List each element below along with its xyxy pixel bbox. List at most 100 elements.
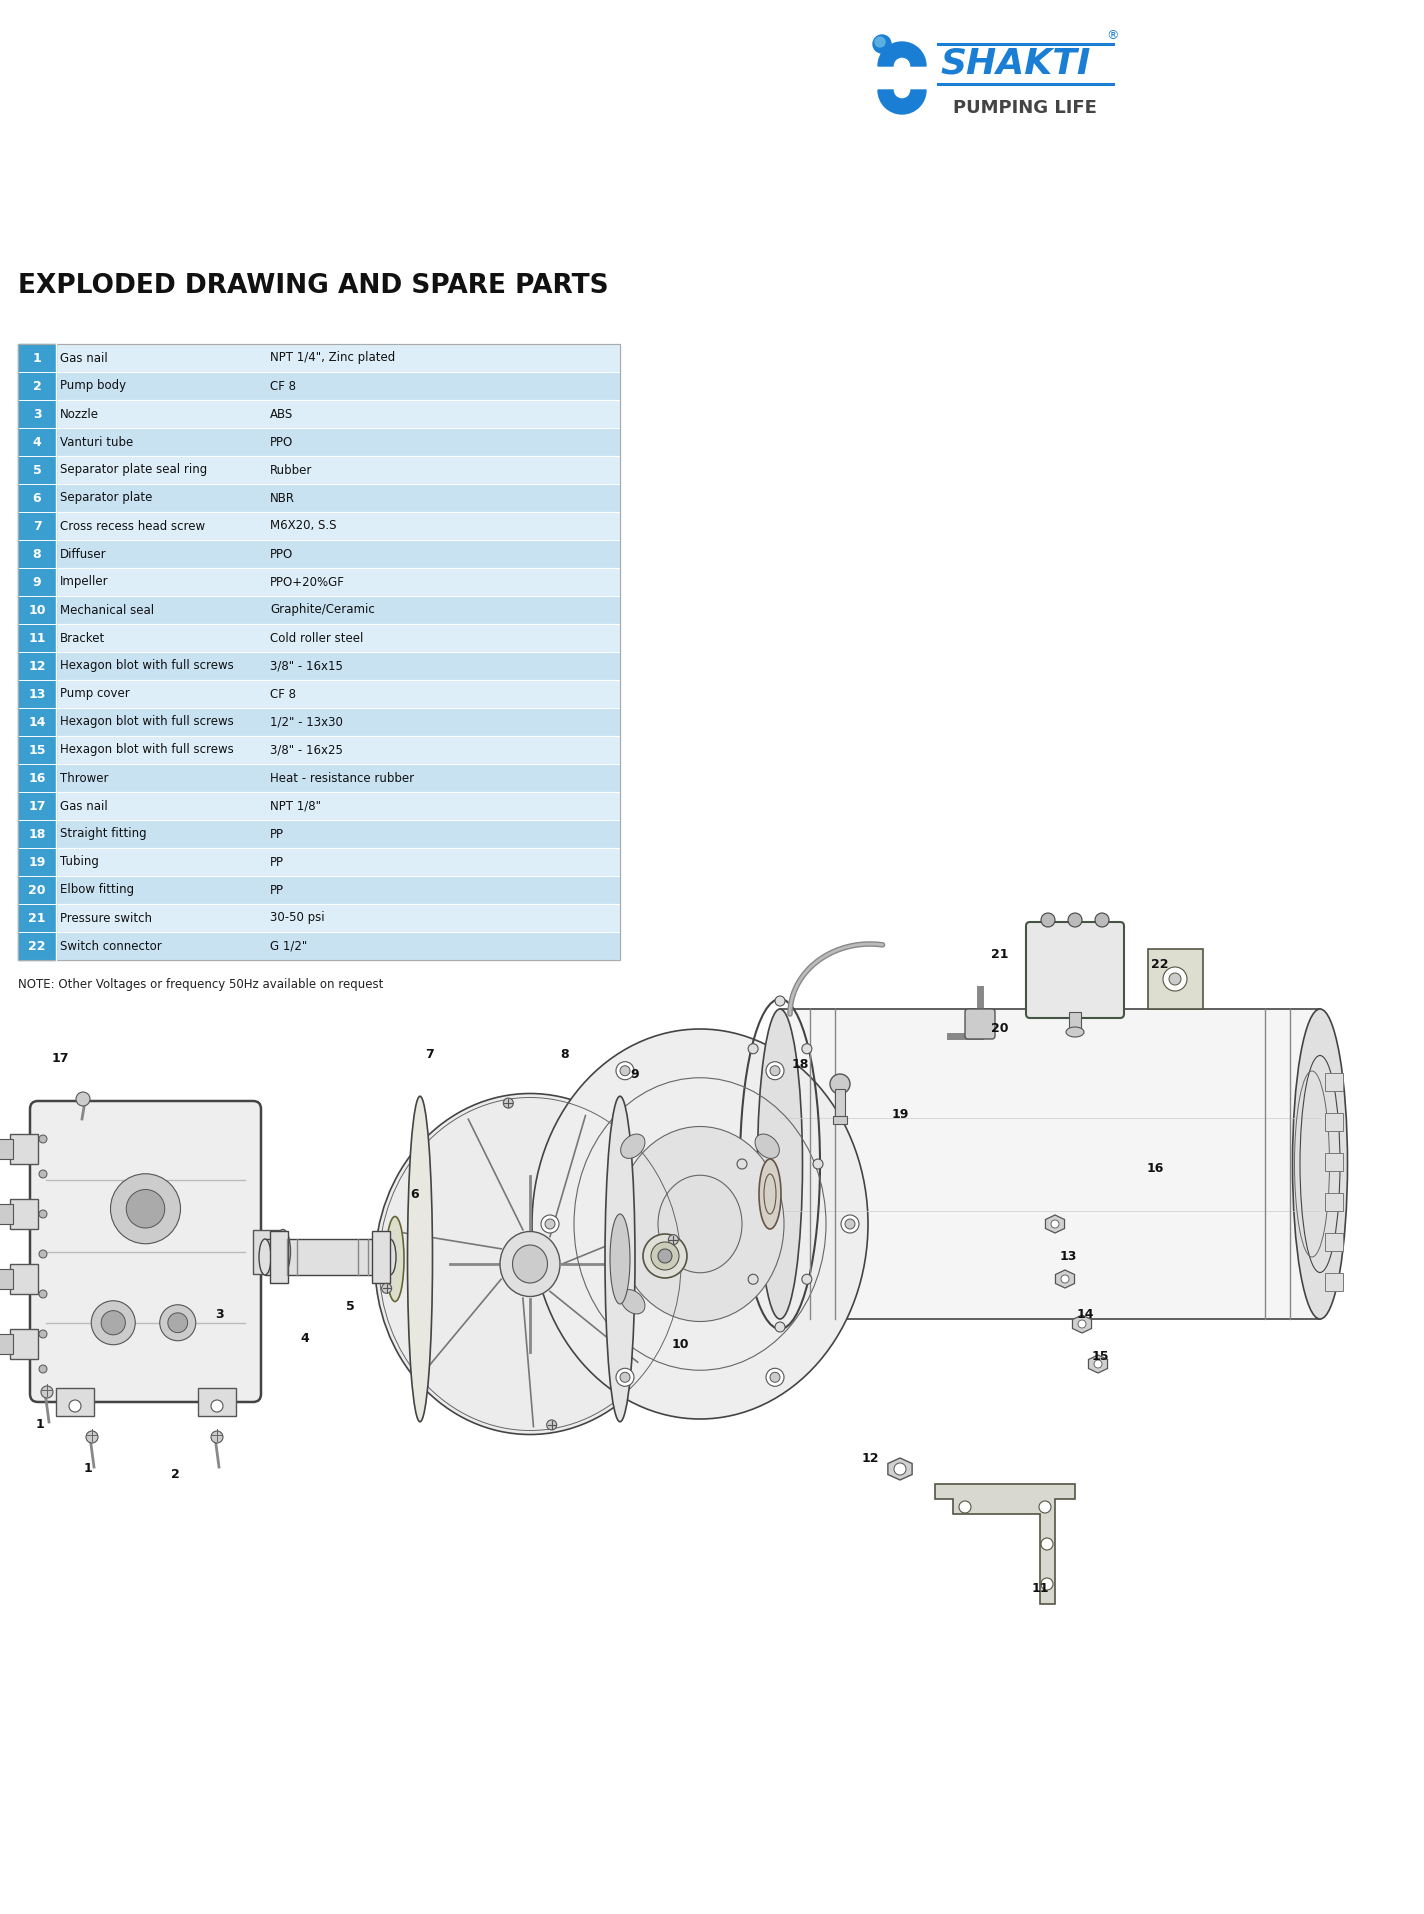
Text: PPO+20%GF: PPO+20%GF bbox=[271, 576, 345, 588]
Text: Separator plate seal ring: Separator plate seal ring bbox=[60, 463, 208, 477]
Text: Gas nail: Gas nail bbox=[60, 800, 108, 813]
Bar bbox=[1148, 949, 1203, 1009]
Text: 7: 7 bbox=[426, 1047, 434, 1060]
Ellipse shape bbox=[1067, 1028, 1084, 1037]
Text: NPT 1/4", Zinc plated: NPT 1/4", Zinc plated bbox=[271, 352, 396, 364]
Bar bbox=[834, 1089, 844, 1120]
Bar bbox=[19, 848, 56, 877]
Ellipse shape bbox=[259, 1238, 271, 1275]
Bar bbox=[0, 1269, 13, 1288]
Bar bbox=[56, 371, 619, 400]
Circle shape bbox=[775, 1323, 785, 1332]
Circle shape bbox=[1061, 1275, 1069, 1282]
Ellipse shape bbox=[386, 1217, 404, 1302]
Bar bbox=[19, 345, 56, 371]
Polygon shape bbox=[889, 1458, 913, 1480]
Text: PP: PP bbox=[271, 856, 283, 869]
Text: Gas nail: Gas nail bbox=[60, 352, 108, 364]
Text: 30-50 psi: 30-50 psi bbox=[271, 911, 325, 924]
Text: 2: 2 bbox=[33, 379, 41, 392]
Circle shape bbox=[658, 1250, 672, 1263]
Circle shape bbox=[1041, 1577, 1052, 1591]
Bar bbox=[19, 345, 619, 961]
Bar bbox=[56, 708, 619, 737]
Text: 14: 14 bbox=[28, 716, 46, 729]
Ellipse shape bbox=[375, 1093, 685, 1434]
Bar bbox=[56, 513, 619, 540]
Text: 9: 9 bbox=[33, 576, 41, 588]
Bar bbox=[10, 1133, 38, 1164]
Circle shape bbox=[748, 1043, 758, 1055]
Circle shape bbox=[844, 1219, 854, 1229]
Circle shape bbox=[1163, 967, 1188, 991]
Wedge shape bbox=[879, 90, 926, 115]
Text: 19: 19 bbox=[891, 1108, 909, 1120]
Bar bbox=[19, 903, 56, 932]
Bar bbox=[19, 792, 56, 819]
Text: Nozzle: Nozzle bbox=[60, 408, 100, 421]
Circle shape bbox=[958, 1501, 971, 1512]
Text: 1: 1 bbox=[36, 1418, 44, 1430]
Circle shape bbox=[38, 1290, 47, 1298]
Circle shape bbox=[802, 1043, 812, 1055]
Text: G 1/2": G 1/2" bbox=[271, 940, 308, 953]
Bar bbox=[19, 877, 56, 903]
Circle shape bbox=[1068, 913, 1082, 926]
Ellipse shape bbox=[755, 1135, 779, 1158]
Ellipse shape bbox=[533, 1030, 869, 1418]
Circle shape bbox=[68, 1399, 81, 1413]
Bar bbox=[56, 1388, 94, 1416]
Circle shape bbox=[619, 1066, 629, 1076]
Bar bbox=[1324, 1114, 1343, 1131]
Bar bbox=[56, 877, 619, 903]
Bar bbox=[833, 1116, 847, 1124]
Circle shape bbox=[85, 1432, 98, 1443]
Text: Pump body: Pump body bbox=[60, 379, 127, 392]
Text: PUMPING LIFE: PUMPING LIFE bbox=[953, 100, 1096, 117]
Text: PP: PP bbox=[271, 884, 283, 896]
Circle shape bbox=[766, 1369, 785, 1386]
Bar bbox=[271, 1231, 288, 1282]
Bar bbox=[198, 1388, 236, 1416]
Bar bbox=[10, 1198, 38, 1229]
Text: Pressure switch: Pressure switch bbox=[60, 911, 152, 924]
Bar bbox=[56, 848, 619, 877]
Text: 20: 20 bbox=[28, 884, 46, 896]
Circle shape bbox=[770, 1372, 780, 1382]
FancyBboxPatch shape bbox=[30, 1101, 261, 1401]
Text: Vanturi tube: Vanturi tube bbox=[60, 436, 134, 448]
Ellipse shape bbox=[605, 1097, 635, 1422]
Text: 1/2" - 13x30: 1/2" - 13x30 bbox=[271, 716, 343, 729]
Text: 4: 4 bbox=[33, 436, 41, 448]
Circle shape bbox=[211, 1399, 224, 1413]
Text: NBR: NBR bbox=[271, 492, 295, 505]
Bar bbox=[372, 1231, 390, 1282]
Text: Bracket: Bracket bbox=[60, 632, 105, 645]
Text: 21: 21 bbox=[28, 911, 46, 924]
Circle shape bbox=[382, 1282, 392, 1294]
Circle shape bbox=[873, 34, 891, 54]
Circle shape bbox=[1078, 1321, 1087, 1328]
Ellipse shape bbox=[407, 1097, 433, 1422]
Ellipse shape bbox=[513, 1244, 547, 1282]
Circle shape bbox=[101, 1311, 125, 1334]
Bar bbox=[19, 400, 56, 429]
Ellipse shape bbox=[384, 1238, 396, 1275]
Text: 18: 18 bbox=[28, 827, 46, 840]
Text: 11: 11 bbox=[1031, 1583, 1048, 1596]
Circle shape bbox=[91, 1302, 135, 1346]
Circle shape bbox=[503, 1099, 513, 1108]
Text: 21: 21 bbox=[991, 947, 1008, 961]
Text: Pump cover: Pump cover bbox=[60, 687, 130, 701]
Circle shape bbox=[617, 1369, 634, 1386]
Circle shape bbox=[651, 1242, 679, 1271]
Text: 3: 3 bbox=[215, 1307, 225, 1321]
Bar bbox=[19, 456, 56, 484]
Text: M6X20, S.S: M6X20, S.S bbox=[271, 519, 336, 532]
Text: Hexagon blot with full screws: Hexagon blot with full screws bbox=[60, 660, 234, 672]
Text: NOTE: Other Voltages or frequency 50Hz available on request: NOTE: Other Voltages or frequency 50Hz a… bbox=[19, 978, 383, 991]
Text: 4: 4 bbox=[300, 1332, 309, 1346]
Bar bbox=[56, 764, 619, 792]
Bar bbox=[19, 737, 56, 764]
Ellipse shape bbox=[758, 1009, 803, 1319]
